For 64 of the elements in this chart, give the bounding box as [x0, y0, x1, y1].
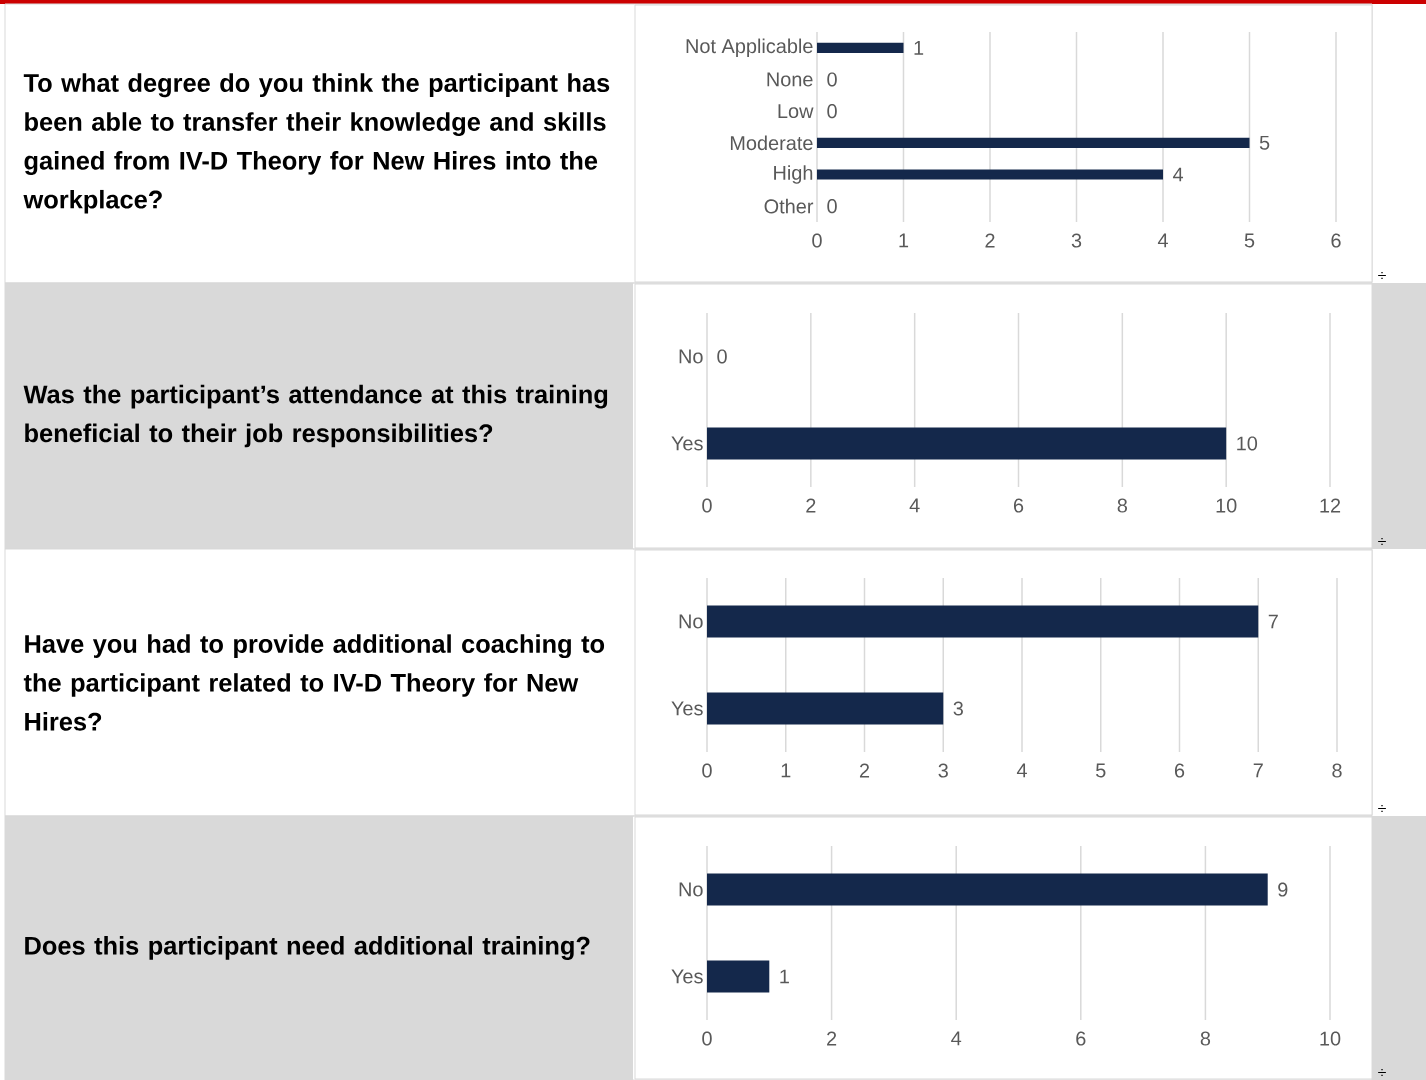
- x-tick-label: 6: [1331, 233, 1341, 248]
- data-label: 9: [1278, 882, 1288, 897]
- x-tick-label: 6: [1174, 763, 1185, 778]
- data-label: 4: [1172, 167, 1184, 182]
- x-tick-label: 0: [702, 763, 712, 778]
- text: ÷: [1378, 537, 1386, 546]
- data-label: 1: [780, 969, 789, 984]
- x-tick-label: 4: [951, 1031, 962, 1046]
- x-tick-label: 6: [1076, 1031, 1086, 1046]
- data-label: 0: [717, 349, 727, 364]
- data-label: 5: [1259, 135, 1270, 150]
- x-tick-label: 8: [1200, 1031, 1211, 1046]
- data-label: 0: [827, 72, 837, 87]
- text: Does this participant need additional training?: [25, 936, 590, 960]
- bar: [817, 42, 904, 53]
- x-tick-label: 4: [1016, 763, 1027, 778]
- data-label: 1: [914, 40, 924, 55]
- x-tick-label: 1: [899, 233, 909, 248]
- y-tick-label: Not Applicable: [686, 38, 813, 58]
- data-label: 3: [953, 701, 963, 716]
- x-tick-label: 8: [1117, 498, 1128, 513]
- text: Have you had to provide additional coaching to the participant related to IV-D Theory for New Hires?: [23, 634, 605, 731]
- text: ÷: [1378, 804, 1386, 813]
- text: ÷: [1378, 271, 1386, 280]
- y-tick-label: Yes: [671, 436, 703, 451]
- x-tick-label: 8: [1332, 763, 1342, 778]
- x-tick-label: 5: [1244, 233, 1255, 248]
- x-tick-label: 7: [1253, 763, 1263, 778]
- x-tick-label: 10: [1320, 1031, 1341, 1046]
- bar: [817, 169, 1163, 180]
- x-tick-label: 12: [1320, 498, 1341, 513]
- text: Was the participant’s attendance at this training beneficial to their job responsibilities?: [23, 384, 608, 448]
- data-label: 7: [1268, 614, 1278, 629]
- text: To what degree do you think the participant has been able to transfer their knowledge and skills gained from IV-D Theory for New Hires into the workplace?: [23, 73, 610, 214]
- x-tick-label: 3: [1071, 233, 1082, 248]
- x-tick-label: 4: [909, 498, 920, 513]
- y-tick-label: Yes: [671, 701, 703, 716]
- x-tick-label: 2: [859, 763, 870, 778]
- x-tick-label: 5: [1096, 763, 1106, 778]
- y-tick-label: Other: [764, 198, 814, 214]
- x-tick-label: 6: [1013, 498, 1024, 513]
- x-tick-label: 4: [1157, 233, 1168, 248]
- y-tick-label: Moderate: [730, 135, 813, 151]
- y-tick-label: No: [679, 349, 703, 364]
- y-tick-label: Yes: [671, 969, 703, 984]
- data-label: 0: [827, 199, 837, 214]
- x-tick-label: 2: [985, 233, 995, 248]
- data-label: 0: [827, 104, 837, 119]
- x-tick-label: 1: [781, 763, 791, 778]
- x-tick-label: 0: [812, 233, 822, 248]
- y-tick-label: None: [767, 72, 813, 87]
- y-tick-label: No: [679, 614, 703, 629]
- x-tick-label: 3: [938, 763, 948, 778]
- x-tick-label: 10: [1216, 498, 1237, 513]
- x-tick-label: 2: [806, 498, 816, 513]
- bar: [817, 137, 1250, 148]
- x-tick-label: 0: [702, 498, 712, 513]
- y-tick-label: High: [774, 165, 813, 184]
- y-tick-label: No: [679, 882, 703, 897]
- y-tick-label: Low: [778, 104, 814, 119]
- text: ÷: [1378, 1068, 1386, 1077]
- data-label: 10: [1237, 436, 1258, 451]
- x-tick-label: 2: [827, 1031, 837, 1046]
- x-tick-label: 0: [702, 1031, 712, 1046]
